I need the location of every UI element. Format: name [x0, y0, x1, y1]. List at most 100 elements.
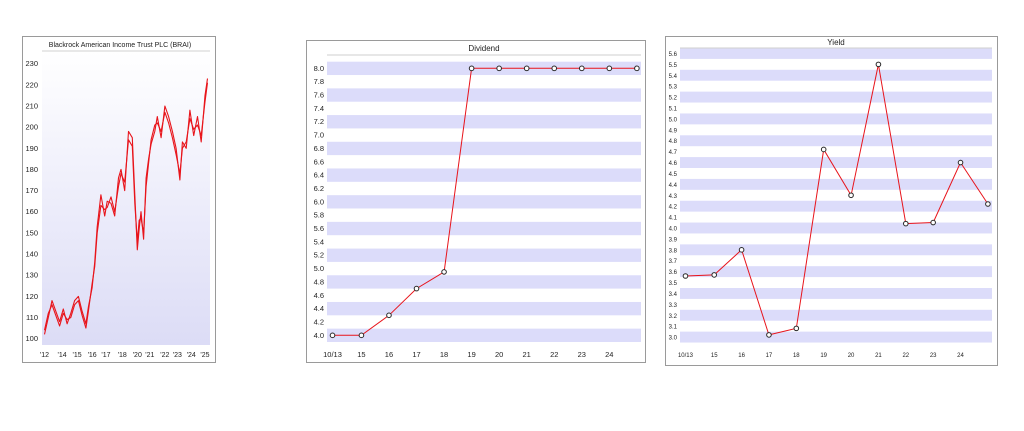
dividend-x-tick-label: 24 [605, 350, 613, 359]
yield-y-tick-label: 3.6 [669, 270, 678, 276]
yield-y-tick-label: 4.9 [669, 128, 678, 134]
price-series-line-1 [43, 82, 209, 331]
yield-grid-band [680, 91, 992, 103]
dividend-y-tick-label: 4.2 [314, 317, 324, 326]
yield-y-tick-label: 3.2 [669, 314, 678, 320]
x-tick-label: '14 [57, 352, 66, 359]
yield-x-tick-label: 18 [793, 353, 800, 359]
yield-y-tick-label: 3.4 [669, 292, 678, 298]
dividend-y-tick-label: 5.4 [314, 237, 324, 246]
y-tick-label: 110 [26, 313, 38, 322]
dividend-data-point [523, 65, 530, 72]
dividend-data-point [496, 65, 502, 72]
dividend-y-tick-label: 6.6 [314, 157, 324, 166]
yield-grid-band [680, 266, 992, 278]
dividend-data-point [606, 65, 613, 72]
dividend-y-tick-label: 8.0 [314, 64, 324, 73]
dividend-y-tick-label: 7.8 [314, 77, 324, 86]
yield-x-tick-label: 15 [711, 353, 718, 359]
yield-y-tick-label: 4.7 [669, 150, 678, 156]
y-tick-label: 160 [25, 207, 38, 216]
x-tick-label: '24 [187, 352, 196, 359]
yield-x-tick-label: 10/13 [678, 353, 694, 359]
dividend-data-point [358, 332, 365, 339]
y-tick-label: 190 [25, 144, 38, 153]
yield-y-tick-label: 4.1 [669, 216, 678, 222]
price-chart: Blackrock American Income Trust PLC (BRA… [25, 42, 210, 359]
dividend-grid-band [327, 248, 641, 262]
yield-grid-band [680, 309, 992, 321]
dividend-y-tick-label: 4.8 [314, 277, 324, 286]
plot-area [42, 51, 210, 345]
dividend-y-tick-label: 4.0 [314, 331, 324, 340]
price-chart-panel: Blackrock American Income Trust PLC (BRA… [22, 36, 216, 363]
dividend-data-point [386, 312, 392, 319]
yield-data-point [711, 272, 718, 278]
yield-y-tick-label: 5.1 [669, 107, 678, 113]
yield-series-line [685, 64, 989, 336]
y-tick-label: 150 [25, 228, 38, 237]
dividend-y-tick-label: 4.4 [314, 304, 324, 313]
yield-y-tick-label: 3.8 [669, 248, 678, 254]
dividend-grid-band [327, 88, 641, 102]
y-tick-label: 180 [25, 165, 38, 174]
yield-chart-title: Yield [827, 38, 845, 47]
dividend-x-tick-label: 18 [440, 350, 448, 359]
dividend-grid-band [327, 301, 641, 316]
dividend-data-point [329, 332, 336, 339]
dividend-y-tick-label: 7.0 [314, 131, 324, 140]
yield-y-tick-label: 5.6 [669, 52, 678, 58]
yield-grid-band [680, 135, 992, 147]
dividend-y-tick-label: 7.6 [314, 91, 324, 100]
yield-grid-band [680, 331, 992, 343]
yield-grid-band [680, 48, 992, 59]
dividend-y-tick-label: 7.4 [314, 104, 324, 113]
yield-y-tick-label: 4.5 [669, 172, 678, 178]
dividend-data-point [468, 65, 475, 72]
y-tick-label: 140 [25, 250, 38, 259]
dividend-x-tick-label: 19 [467, 350, 475, 359]
dividend-y-tick-label: 7.2 [314, 117, 324, 126]
dividend-x-tick-label: 16 [385, 350, 393, 359]
yield-y-tick-label: 4.0 [669, 227, 678, 233]
dividend-grid-band [327, 168, 641, 182]
x-tick-label: '23 [173, 352, 182, 359]
dividend-grid-band [327, 115, 641, 129]
yield-y-tick-label: 5.3 [669, 85, 678, 91]
yield-y-tick-label: 3.7 [669, 259, 678, 265]
dividend-chart-title: Dividend [468, 44, 499, 53]
x-tick-label: '18 [118, 352, 127, 359]
yield-grid-band [680, 113, 992, 125]
yield-x-tick-label: 20 [848, 353, 855, 359]
x-tick-label: '15 [73, 352, 82, 359]
y-tick-label: 220 [25, 80, 38, 89]
yield-y-tick-label: 5.2 [669, 96, 678, 102]
dividend-grid-band [327, 141, 641, 156]
dividend-y-tick-label: 5.8 [314, 211, 324, 220]
yield-data-point [985, 201, 991, 207]
yield-y-tick-label: 4.2 [669, 205, 678, 211]
yield-data-point [875, 61, 882, 68]
yield-data-point [766, 332, 772, 338]
yield-y-tick-label: 5.0 [669, 117, 678, 123]
y-tick-label: 100 [25, 334, 38, 343]
yield-y-tick-label: 4.4 [669, 183, 678, 189]
dividend-y-tick-label: 6.0 [314, 197, 324, 206]
yield-grid-band [680, 288, 992, 299]
yield-data-point [820, 146, 827, 153]
dividend-y-tick-label: 4.6 [314, 291, 324, 300]
dividend-chart: Dividend 4.0 4.2 4.4 4.6 4.8 5.0 5.2 5.4 5.6 5.8 6.… [314, 44, 641, 359]
x-tick-label: '12 [40, 352, 49, 359]
dividend-data-point [578, 65, 585, 72]
dividend-x-tick-label: 21 [523, 350, 531, 359]
dividend-data-point [634, 65, 640, 72]
yield-data-point [902, 220, 909, 227]
dividend-y-tick-label: 6.4 [314, 171, 324, 180]
dividend-grid-band [327, 221, 641, 236]
yield-data-point [957, 159, 964, 166]
y-tick-label: 200 [25, 123, 38, 132]
yield-x-tick-label: 19 [820, 353, 827, 359]
dividend-grid-band [327, 328, 641, 342]
x-tick-label: '16 [88, 352, 97, 359]
dividend-x-tick-label: 17 [412, 350, 420, 359]
